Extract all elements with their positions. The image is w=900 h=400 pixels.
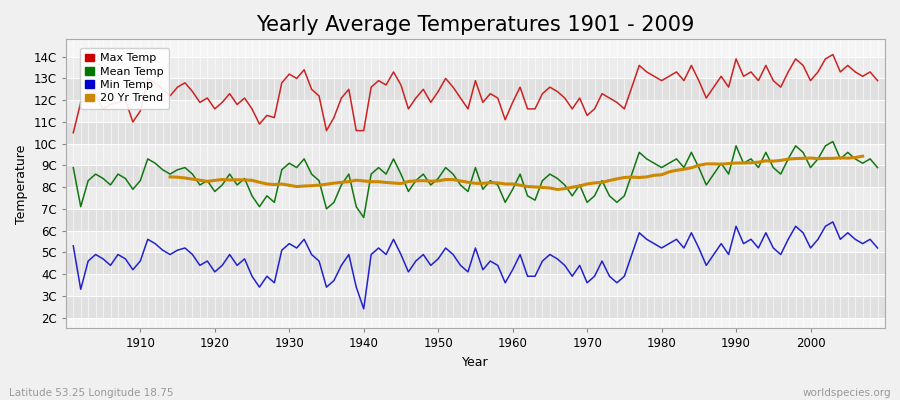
Mean Temp: [515, 172, 526, 176]
Bar: [66, 209, 885, 231]
Line: Min Temp: Min Temp: [73, 222, 878, 309]
20 Yr Trend: [284, 183, 294, 188]
20 Yr Trend: [455, 178, 466, 183]
Min Temp: [336, 263, 346, 268]
Max Temp: [292, 76, 302, 81]
Bar: [66, 231, 885, 252]
Bar: [66, 78, 885, 100]
Min Temp: [515, 252, 526, 257]
Mean Temp: [508, 187, 518, 192]
Y-axis label: Temperature: Temperature: [15, 144, 28, 224]
20 Yr Trend: [693, 163, 704, 168]
Max Temp: [336, 96, 346, 100]
Bar: [66, 274, 885, 296]
Min Temp: [292, 246, 302, 250]
Max Temp: [500, 117, 510, 122]
20 Yr Trend: [858, 154, 868, 159]
Mean Temp: [358, 215, 369, 220]
20 Yr Trend: [344, 179, 355, 184]
Bar: [66, 187, 885, 209]
Mean Temp: [68, 165, 78, 170]
Mean Temp: [336, 182, 346, 187]
Min Temp: [604, 274, 615, 279]
Max Temp: [872, 78, 883, 83]
Min Temp: [68, 244, 78, 248]
Bar: [66, 100, 885, 122]
Text: Latitude 53.25 Longitude 18.75: Latitude 53.25 Longitude 18.75: [9, 388, 174, 398]
20 Yr Trend: [433, 178, 444, 183]
Mean Temp: [827, 139, 838, 144]
Bar: [66, 144, 885, 165]
Min Temp: [508, 267, 518, 272]
20 Yr Trend: [552, 187, 562, 192]
Min Temp: [358, 306, 369, 311]
Line: 20 Yr Trend: 20 Yr Trend: [170, 156, 863, 190]
Max Temp: [827, 52, 838, 57]
Max Temp: [508, 100, 518, 105]
Max Temp: [128, 120, 139, 124]
Mean Temp: [128, 187, 139, 192]
Title: Yearly Average Temperatures 1901 - 2009: Yearly Average Temperatures 1901 - 2009: [256, 15, 695, 35]
Max Temp: [597, 91, 608, 96]
Bar: [66, 122, 885, 144]
Min Temp: [872, 246, 883, 250]
Line: Max Temp: Max Temp: [73, 54, 878, 133]
20 Yr Trend: [590, 180, 600, 185]
Bar: [66, 296, 885, 318]
Text: worldspecies.org: worldspecies.org: [803, 388, 891, 398]
Mean Temp: [292, 165, 302, 170]
Bar: [66, 165, 885, 187]
20 Yr Trend: [165, 174, 176, 179]
Bar: [66, 57, 885, 78]
Mean Temp: [872, 165, 883, 170]
Mean Temp: [604, 194, 615, 198]
Bar: [66, 252, 885, 274]
Min Temp: [128, 267, 139, 272]
X-axis label: Year: Year: [462, 356, 489, 369]
Max Temp: [68, 130, 78, 135]
Min Temp: [827, 220, 838, 224]
Legend: Max Temp, Mean Temp, Min Temp, 20 Yr Trend: Max Temp, Mean Temp, Min Temp, 20 Yr Tre…: [79, 48, 169, 109]
Line: Mean Temp: Mean Temp: [73, 142, 878, 218]
